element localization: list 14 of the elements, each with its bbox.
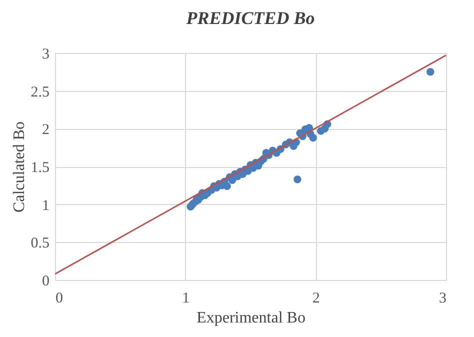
y-tick-label: 2 xyxy=(42,122,50,138)
x-axis-title: Experimental Bo xyxy=(196,310,306,326)
chart-title: PREDICTED Bo xyxy=(185,8,315,28)
y-tick-label: 1.5 xyxy=(30,160,50,176)
y-tick-label: 0 xyxy=(42,274,50,290)
x-tick-label: 2 xyxy=(312,290,320,306)
x-tick-label: 1 xyxy=(182,290,190,306)
y-axis-title: Calculated Bo xyxy=(10,121,28,213)
y-tick-label: 1 xyxy=(42,198,50,214)
x-tick-label: 3 xyxy=(439,290,446,306)
y-tick-label: 2.5 xyxy=(30,84,50,100)
y-tick-label: 0.5 xyxy=(30,236,50,252)
x-tick-label: 0 xyxy=(56,290,63,306)
y-tick-label: 3 xyxy=(42,46,50,62)
